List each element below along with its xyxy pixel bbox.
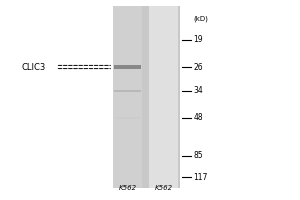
Text: K562: K562 xyxy=(118,185,136,191)
Text: 48: 48 xyxy=(194,114,203,122)
Text: (kD): (kD) xyxy=(194,16,208,22)
Bar xyxy=(112,6,180,188)
Text: K562: K562 xyxy=(154,185,172,191)
Text: 19: 19 xyxy=(194,36,203,45)
Bar xyxy=(149,6,178,188)
Bar xyxy=(114,117,141,119)
Text: 85: 85 xyxy=(194,152,203,160)
Bar xyxy=(114,65,141,69)
Bar xyxy=(114,90,141,92)
Text: 34: 34 xyxy=(194,86,203,95)
Text: 26: 26 xyxy=(194,62,203,72)
Bar xyxy=(113,6,142,188)
Text: CLIC3: CLIC3 xyxy=(21,62,45,72)
Text: 117: 117 xyxy=(194,172,208,182)
